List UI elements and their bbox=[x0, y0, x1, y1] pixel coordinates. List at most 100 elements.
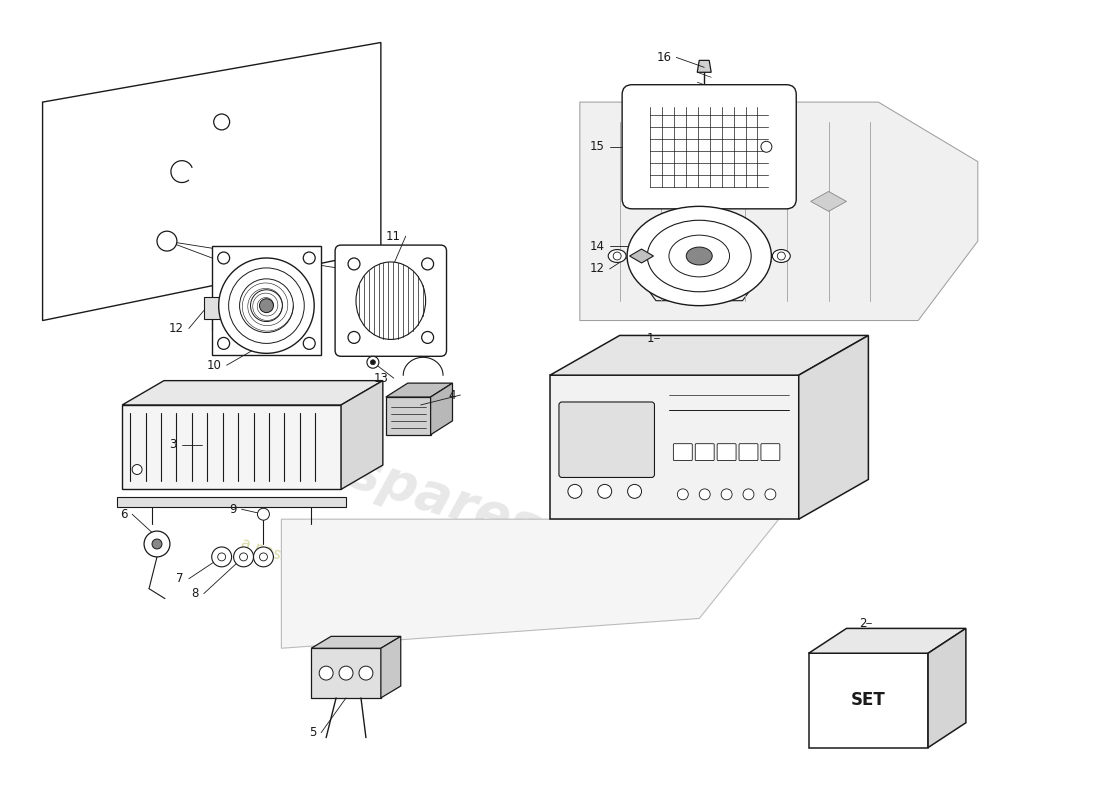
Polygon shape bbox=[811, 191, 847, 211]
FancyBboxPatch shape bbox=[673, 444, 692, 461]
Circle shape bbox=[132, 465, 142, 474]
Circle shape bbox=[761, 142, 772, 152]
Circle shape bbox=[253, 547, 274, 567]
Circle shape bbox=[597, 485, 612, 498]
Polygon shape bbox=[808, 654, 928, 747]
Circle shape bbox=[260, 553, 267, 561]
Text: SET: SET bbox=[851, 691, 886, 710]
Polygon shape bbox=[808, 629, 966, 654]
Circle shape bbox=[218, 338, 230, 350]
Text: 6: 6 bbox=[120, 508, 128, 521]
Ellipse shape bbox=[356, 262, 426, 339]
Polygon shape bbox=[282, 519, 779, 648]
Ellipse shape bbox=[686, 247, 712, 265]
Text: 9: 9 bbox=[229, 502, 236, 516]
Polygon shape bbox=[627, 261, 771, 301]
Text: 8: 8 bbox=[191, 587, 199, 600]
Circle shape bbox=[144, 531, 169, 557]
Polygon shape bbox=[341, 381, 383, 490]
Circle shape bbox=[348, 258, 360, 270]
Circle shape bbox=[218, 553, 226, 561]
FancyBboxPatch shape bbox=[336, 245, 447, 356]
Circle shape bbox=[251, 290, 283, 322]
Text: 14: 14 bbox=[590, 239, 605, 253]
Text: 10: 10 bbox=[207, 358, 222, 372]
Text: 1: 1 bbox=[647, 332, 654, 345]
Ellipse shape bbox=[627, 206, 771, 306]
Circle shape bbox=[219, 258, 315, 354]
Text: 4: 4 bbox=[448, 389, 455, 402]
Circle shape bbox=[371, 360, 375, 365]
Text: 12: 12 bbox=[169, 322, 184, 335]
Circle shape bbox=[304, 338, 316, 350]
Polygon shape bbox=[311, 648, 381, 698]
Polygon shape bbox=[928, 629, 966, 747]
Circle shape bbox=[260, 298, 274, 313]
Polygon shape bbox=[629, 249, 653, 263]
Text: 15: 15 bbox=[590, 140, 605, 154]
Text: 2: 2 bbox=[859, 617, 867, 630]
Circle shape bbox=[240, 553, 248, 561]
Circle shape bbox=[163, 237, 170, 245]
Circle shape bbox=[359, 666, 373, 680]
FancyBboxPatch shape bbox=[559, 402, 654, 478]
Polygon shape bbox=[430, 383, 452, 434]
Polygon shape bbox=[697, 60, 712, 72]
Text: a passion for parts since 1985: a passion for parts since 1985 bbox=[239, 536, 463, 622]
Circle shape bbox=[628, 485, 641, 498]
Ellipse shape bbox=[608, 250, 626, 262]
Circle shape bbox=[213, 114, 230, 130]
Polygon shape bbox=[386, 383, 452, 397]
Circle shape bbox=[152, 539, 162, 549]
Circle shape bbox=[421, 258, 433, 270]
Polygon shape bbox=[799, 335, 868, 519]
Circle shape bbox=[211, 547, 232, 567]
FancyBboxPatch shape bbox=[761, 444, 780, 461]
Circle shape bbox=[257, 508, 270, 520]
Text: 12: 12 bbox=[590, 262, 605, 275]
Text: 3: 3 bbox=[169, 438, 177, 451]
Text: 13: 13 bbox=[374, 372, 388, 385]
Circle shape bbox=[304, 252, 316, 264]
FancyBboxPatch shape bbox=[695, 444, 714, 461]
Circle shape bbox=[229, 268, 305, 343]
Polygon shape bbox=[550, 335, 868, 375]
Circle shape bbox=[218, 252, 230, 264]
Polygon shape bbox=[550, 375, 799, 519]
Circle shape bbox=[240, 279, 294, 333]
Polygon shape bbox=[580, 102, 978, 321]
Circle shape bbox=[319, 666, 333, 680]
Circle shape bbox=[613, 252, 621, 260]
Text: 7: 7 bbox=[176, 572, 184, 586]
Polygon shape bbox=[118, 498, 346, 507]
Text: eurospares: eurospares bbox=[214, 403, 548, 556]
Polygon shape bbox=[381, 636, 400, 698]
Polygon shape bbox=[701, 162, 737, 182]
Text: 11: 11 bbox=[386, 230, 400, 242]
Circle shape bbox=[339, 666, 353, 680]
FancyBboxPatch shape bbox=[717, 444, 736, 461]
Circle shape bbox=[233, 547, 253, 567]
Polygon shape bbox=[311, 636, 400, 648]
Circle shape bbox=[764, 489, 776, 500]
Polygon shape bbox=[204, 297, 220, 318]
Circle shape bbox=[568, 485, 582, 498]
Polygon shape bbox=[386, 397, 430, 434]
Text: 16: 16 bbox=[657, 51, 671, 64]
FancyBboxPatch shape bbox=[739, 444, 758, 461]
FancyBboxPatch shape bbox=[623, 85, 796, 209]
Circle shape bbox=[157, 231, 177, 251]
Circle shape bbox=[678, 489, 689, 500]
Ellipse shape bbox=[772, 250, 790, 262]
Ellipse shape bbox=[647, 220, 751, 292]
Circle shape bbox=[348, 331, 360, 343]
Circle shape bbox=[778, 252, 785, 260]
Circle shape bbox=[700, 489, 711, 500]
Text: 5: 5 bbox=[309, 726, 316, 739]
Polygon shape bbox=[211, 246, 321, 355]
Polygon shape bbox=[122, 405, 341, 490]
Polygon shape bbox=[122, 381, 383, 405]
Circle shape bbox=[742, 489, 754, 500]
Circle shape bbox=[722, 489, 733, 500]
Polygon shape bbox=[43, 42, 381, 321]
